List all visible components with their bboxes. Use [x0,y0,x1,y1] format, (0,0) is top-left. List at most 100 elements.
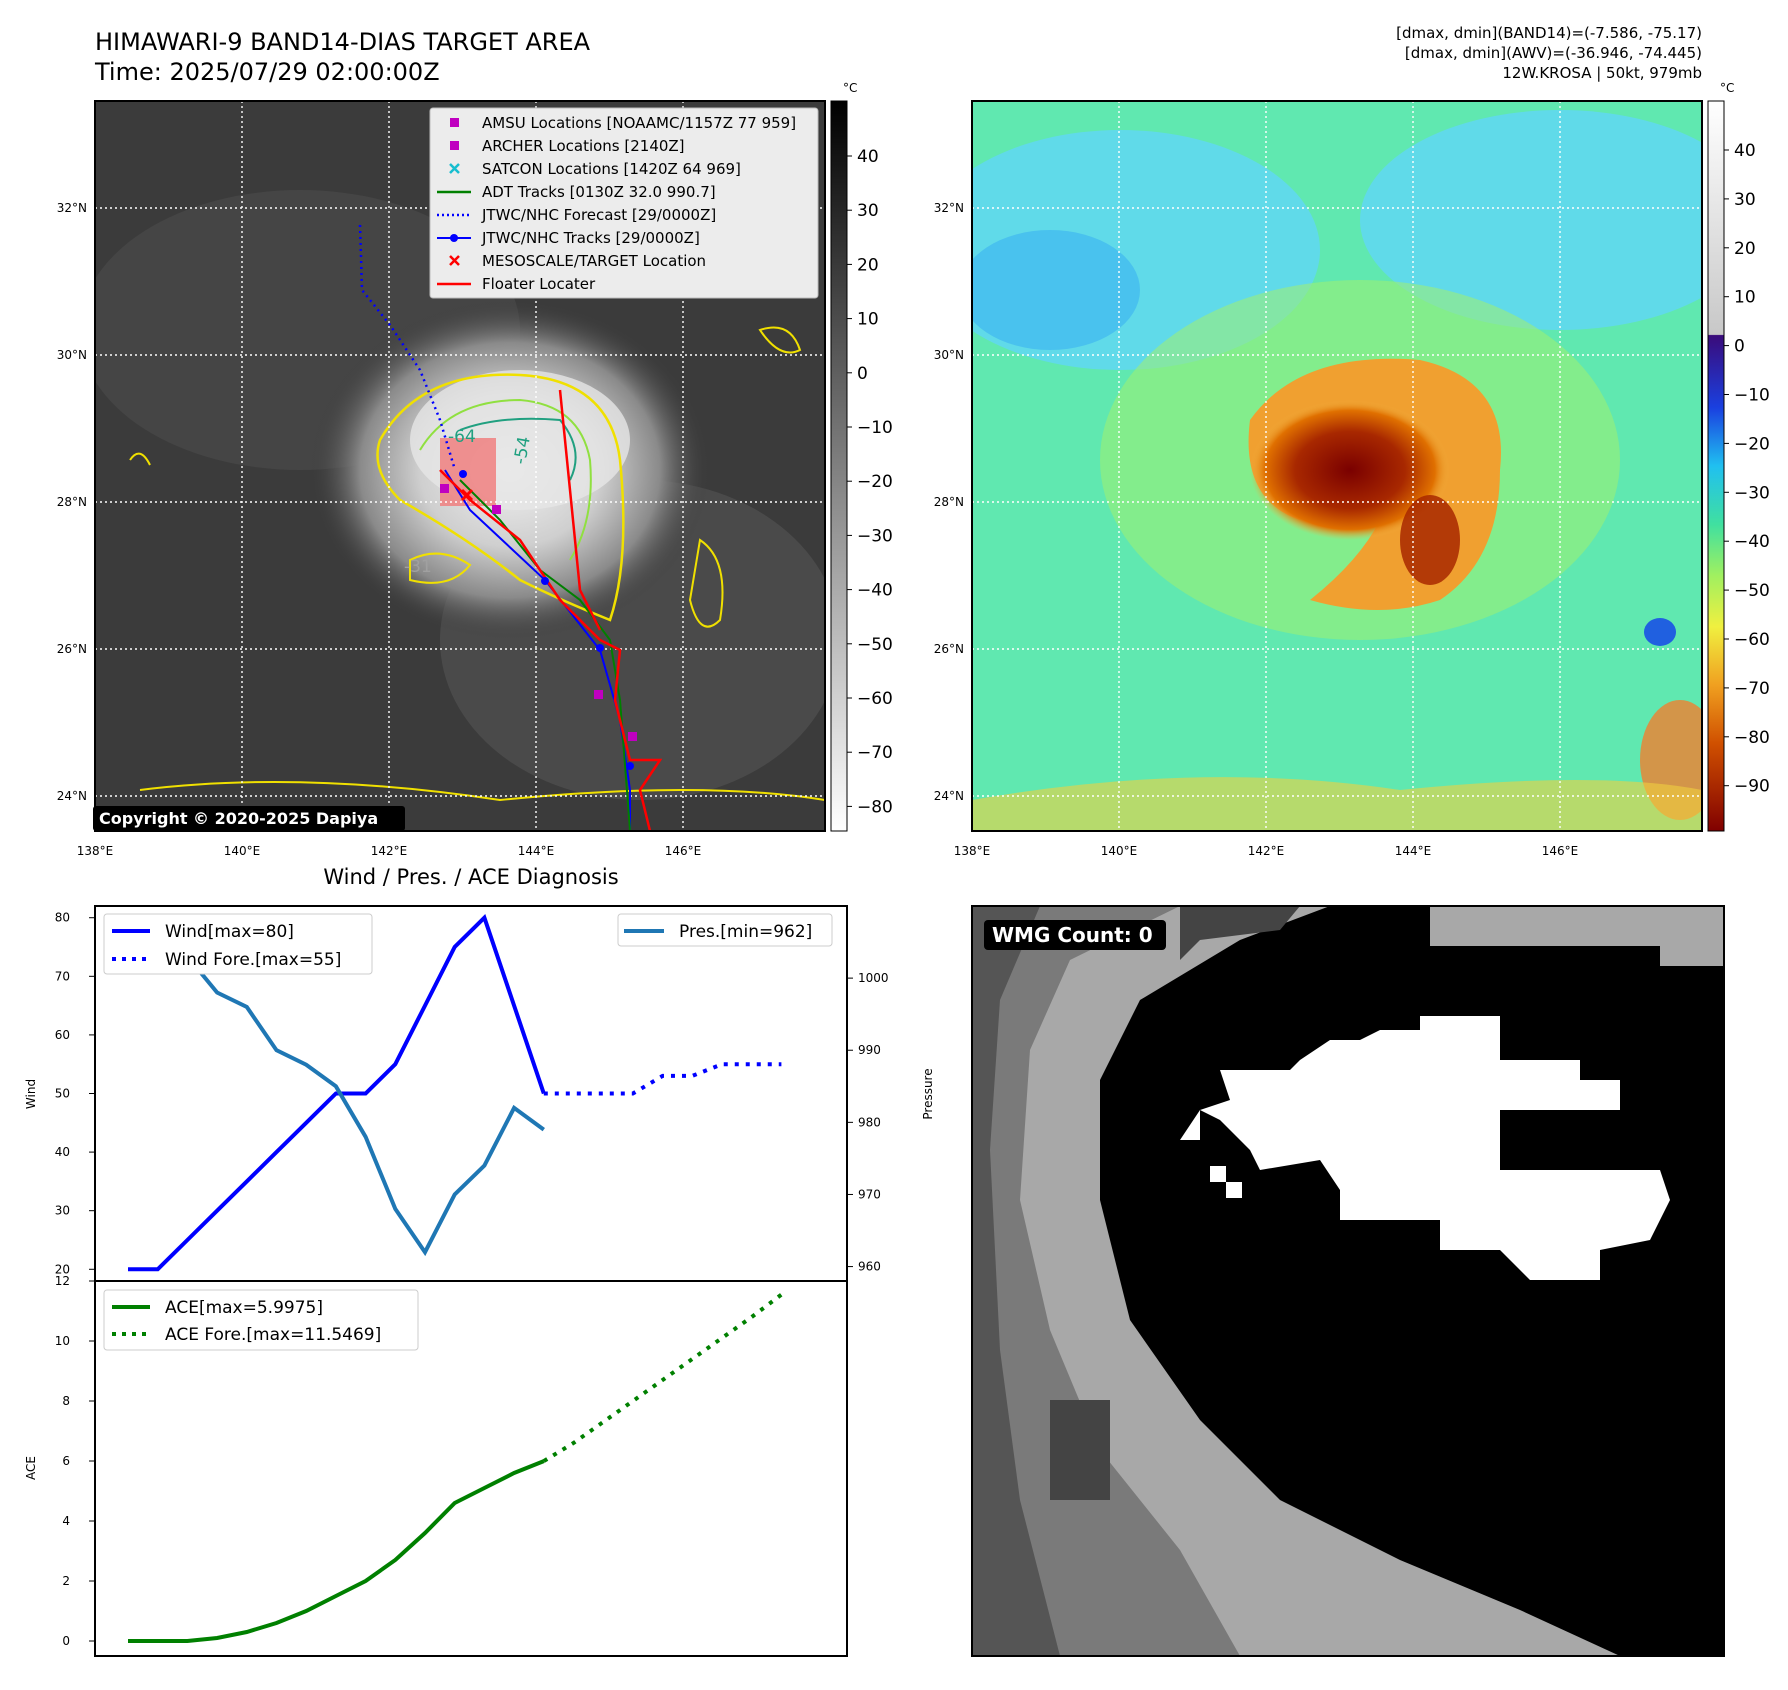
colorbar-tick-label: 0 [1734,337,1745,357]
jtwc-track-point [459,470,467,478]
jtwc-track-point [626,762,634,770]
wmg-gray-ring [972,906,1060,1656]
wmg-white-region [1180,1016,1670,1280]
archer-location-marker [440,484,449,493]
colorbar-tick-label: −20 [1734,434,1770,454]
colorbar-tick-label: −10 [1734,386,1770,406]
ace-tick-label: 2 [62,1574,70,1588]
ace-legend-label: ACE[max=5.9975] [165,1298,323,1318]
ace-series-1 [542,1293,783,1463]
colorbar-tick-label: −80 [1734,728,1770,748]
wind-tick-label: 20 [55,1262,70,1276]
legend-label: ARCHER Locations [2140Z] [482,137,685,155]
lat-tick-label: 30°N [57,348,87,362]
colorbar-tick-label: 30 [857,201,879,221]
awv-moist-region [1360,110,1702,330]
colorbar-tick-label: −60 [857,689,893,709]
wind-legend: Wind[max=80] Wind Fore.[max=55] Pres.[mi… [103,913,833,975]
ace-tick-label: 6 [62,1454,70,1468]
wmg-gray-ring [972,906,1620,1656]
colorbar-tick-label: −50 [857,635,893,655]
pressure-axis-label: Pressure [921,1068,935,1119]
wind-legend-label: Wind[max=80] [165,922,294,942]
awv-dry-core [1250,400,1450,540]
lat-tick-label: 26°N [57,642,87,656]
lon-tick-label: 146°E [665,844,702,858]
ir-contour-teal [459,417,577,481]
legend-marker-dot [450,234,458,242]
ir-colorbar-unit: °C [843,81,857,95]
awv-colorbar-ticks: 40 30 20 10 0 −10 −20 −30 −40 −50 −60 −70 −80 −90 [1724,141,1770,797]
pressure-tick-label: 1000 [858,971,889,985]
colorbar-tick-label: 20 [857,255,879,275]
legend-marker-x [449,163,460,174]
diagnosis-title: Wind / Pres. / ACE Diagnosis [323,865,618,889]
lat-tick-label: 28°N [57,495,87,509]
legend-label: ADT Tracks [0130Z 32.0 990.7] [482,183,716,201]
ace-tick-label: 0 [62,1634,70,1648]
legend-marker-x [449,255,460,266]
colorbar-tick-label: −20 [857,472,893,492]
jtwc-track-point [596,644,604,652]
legend-label: Floater Locater [482,275,596,293]
ace-legend-box [103,1289,419,1351]
colorbar-tick-label: 40 [1734,141,1756,161]
pressure-tick-label: 990 [858,1043,881,1057]
amsu-location-marker [628,732,637,741]
ace-tick-label: 10 [55,1334,70,1348]
colorbar-tick-label: −70 [1734,679,1770,699]
lon-tick-label: 140°E [224,844,261,858]
info-band14: [dmax, dmin](BAND14)=(-7.586, -75.17) [1396,24,1702,42]
copyright-badge [93,806,405,831]
wmg-white-cell [1210,1166,1226,1182]
pressure-tick-label: 980 [858,1115,881,1129]
ir-axis-ticks: 138°E 140°E 142°E 144°E 146°E 32°N 30°N 28°N 26°… [57,201,702,858]
lon-tick-label: 138°E [954,844,991,858]
ir-contour-yellow [758,326,802,354]
wind-tick-label: 80 [55,911,70,925]
lat-tick-label: 32°N [934,201,964,215]
wmg-panel: WMG Count: 0 [971,905,1725,1657]
ace-tick-label: 4 [62,1514,70,1528]
colorbar-tick-label: −80 [857,797,893,817]
pressure-ticks: 960 970 980 990 1000 [847,971,889,1274]
ace-series-0 [128,1459,545,1643]
awv-colorbar: °C 40 30 20 10 0 −10 −20 −30 −40 −50 −60 −70 −80 −90 [1707,81,1770,832]
ace-tick-label: 8 [62,1394,70,1408]
ir-legend-items: AMSU Locations [NOAAMC/1157Z 77 959] ARCH… [437,114,796,293]
awv-gridlines [971,101,1702,831]
ir-tracks [358,224,663,831]
ace-forecast-legend-label: ACE Fore.[max=11.5469] [165,1325,381,1345]
ir-contour-yellow [376,373,625,622]
ace-axis-label: ACE [24,1456,38,1480]
lon-tick-label: 140°E [1101,844,1138,858]
lon-tick-label: 138°E [77,844,114,858]
jtwc-forecast-track [358,224,457,471]
colorbar-tick-label: −50 [1734,581,1770,601]
wmg-count-badge [984,920,1166,950]
colorbar-tick-label: −60 [1734,630,1770,650]
awv-dry-band [972,777,1702,831]
legend-label: SATCON Locations [1420Z 64 969] [482,160,741,178]
pressure-legend-box [617,913,833,947]
target-location-marker [460,488,474,502]
adt-track [459,479,631,831]
awv-axis-ticks: 138°E 140°E 142°E 144°E 146°E 32°N 30°N 28°N 26°… [934,201,1579,858]
lat-tick-label: 30°N [934,348,964,362]
awv-image-panel: 138°E 140°E 142°E 144°E 146°E 32°N 30°N 28°N 26°… [934,100,1703,858]
wmg-count-label: WMG Count: 0 [992,923,1153,947]
colorbar-tick-label: 20 [1734,239,1756,259]
colorbar-tick-label: −10 [857,418,893,438]
floater-track [439,469,663,831]
ace-ticks: 0 2 4 6 8 10 12 [55,1274,95,1648]
colorbar-tick-label: −70 [857,743,893,763]
wmg-gray-patch [1180,906,1300,960]
wind-pressure-series-0 [128,914,546,1272]
ir-legend: AMSU Locations [NOAAMC/1157Z 77 959] ARCH… [429,107,819,299]
ir-contour-yellow [129,452,151,466]
wmg-frame [971,905,1725,1657]
ir-contour-yellow [409,552,472,584]
colorbar-tick-label: 40 [857,147,879,167]
ir-colorbar-ramp [830,100,848,832]
